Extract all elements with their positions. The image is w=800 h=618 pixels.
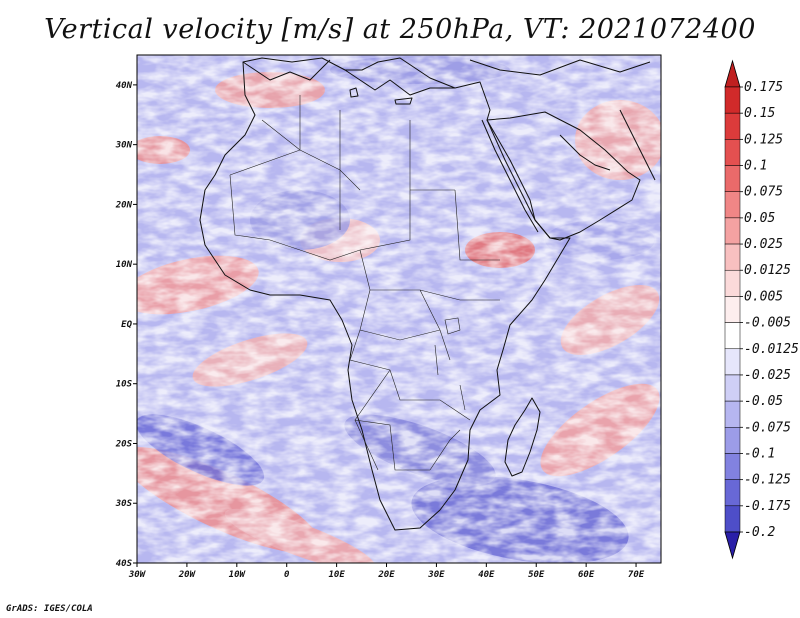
arabia-coast (486, 111, 641, 241)
colorbar-label: 0.0125 (744, 263, 791, 278)
lon-tick-label: 50E (528, 570, 545, 580)
colorbar-label: 0.15 (744, 106, 775, 121)
colorbar-segment (724, 139, 741, 166)
lon-tick-label: 30W (128, 570, 147, 580)
lat-tick-label: 30S (115, 499, 133, 509)
grads-credit: GrADS: IGES/COLA (6, 604, 93, 614)
lon-tick-label: 10W (229, 570, 247, 580)
colorbar-label: 0.1 (744, 159, 767, 174)
lon-tick-label: 30E (427, 570, 445, 580)
colorbar-label: -0.0125 (744, 342, 799, 357)
colorbar-segment (724, 505, 741, 533)
mediterranean-islands (349, 87, 413, 105)
colorbar-segment (724, 374, 741, 402)
colorbar-segment (724, 191, 741, 219)
colorbar-segment (724, 243, 741, 271)
colorbar-label: 0.075 (744, 185, 783, 200)
madagascar-coast (504, 397, 541, 477)
colorbar-segment (724, 296, 741, 323)
field-texture (137, 55, 661, 563)
colorbar-label: 0.05 (744, 211, 775, 226)
lat-tick-label: 40S (116, 559, 133, 569)
lon-tick-label: 60E (578, 570, 595, 580)
coastlines (199, 57, 656, 531)
lake-tanganyika (434, 344, 439, 376)
lat-tick-label: 10S (116, 380, 133, 390)
colorbar-segment (724, 322, 741, 350)
lat-tick-label: 20S (115, 439, 133, 449)
lat-tick-label: 10N (116, 260, 133, 270)
lon-tick-label: 70E (628, 570, 645, 580)
colorbar-segment (724, 453, 741, 480)
longitude-axis: 30W 20W 10W 0 10E 20E 30E 40E 50E 60E 70E (128, 563, 645, 580)
lon-tick-label: 0 (284, 570, 290, 580)
colorbar-segment (724, 400, 741, 428)
lake-malawi (459, 384, 466, 411)
colorbar-label: -0.005 (744, 316, 791, 331)
colorbar-segment (724, 269, 741, 297)
colorbar-label: -0.125 (744, 473, 791, 488)
lat-tick-label: EQ (121, 320, 132, 330)
country-borders (229, 95, 500, 471)
lat-tick-label: 30N (115, 141, 133, 151)
lat-tick-label: 40N (116, 81, 133, 91)
lon-tick-label: 20W (178, 570, 197, 580)
colorbar-label: -0.05 (744, 394, 783, 409)
map-frame (136, 54, 662, 564)
europe-coast (242, 59, 651, 96)
colorbar-segment (724, 348, 741, 376)
colorbar-segment (724, 112, 741, 140)
lake-victoria (444, 317, 461, 335)
colorbar-bottom-arrow (724, 531, 741, 560)
colorbar-label: 0.005 (744, 289, 783, 304)
colorbar-segment (724, 86, 741, 114)
lat-tick-label: 20N (115, 200, 133, 210)
lon-tick-label: 10E (328, 570, 345, 580)
map-title: Vertical velocity [m/s] at 250hPa, VT: 2… (44, 14, 756, 45)
lon-tick-label: 20E (377, 570, 395, 580)
persian-gulf (559, 109, 656, 181)
colorbar-segment (724, 217, 741, 245)
colorbar-label: -0.025 (744, 368, 791, 383)
lon-tick-label: 40E (478, 570, 495, 580)
latitude-axis: 40N 30N 20N 10N EQ 10S 20S 30S 40S (115, 81, 137, 569)
colorbar-label: -0.1 (744, 446, 775, 461)
colorbar-label: 0.175 (744, 80, 783, 95)
africa-coast (199, 57, 571, 531)
map-area (137, 55, 661, 563)
colorbar-segment (724, 479, 741, 507)
colorbar-label: -0.2 (744, 525, 775, 540)
colorbar-label: 0.025 (744, 237, 783, 252)
colorbar-top-arrow (724, 59, 741, 88)
colorbar-label: 0.125 (744, 132, 783, 147)
colorbar: 0.175 0.15 0.125 0.1 0.075 0.05 0.025 0.0125 0.0… (724, 59, 799, 560)
colorbar-label: -0.175 (744, 499, 791, 514)
colorbar-segment (724, 427, 741, 454)
colorbar-label: -0.075 (744, 420, 791, 435)
border (229, 95, 500, 471)
colorbar-segment (724, 165, 741, 192)
red-sea (481, 119, 539, 233)
